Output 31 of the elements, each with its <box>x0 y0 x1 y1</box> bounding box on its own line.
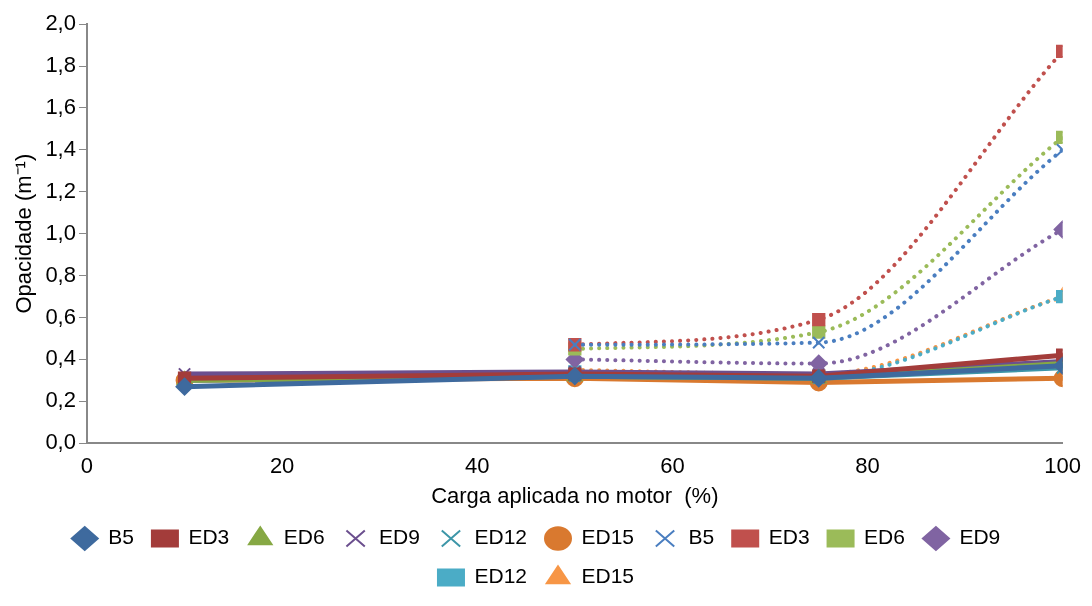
x-tick-label: 60 <box>660 453 685 479</box>
legend-label: ED6 <box>283 525 325 549</box>
legend-label: B5 <box>688 525 715 549</box>
legend-label: ED12 <box>474 564 527 588</box>
legend-label: ED9 <box>959 525 1001 549</box>
x-tick-label: 100 <box>1044 453 1082 479</box>
y-tick-label: 1,4 <box>45 135 76 161</box>
y-tick-label: 0,6 <box>45 303 76 329</box>
x-tick-label: 0 <box>80 453 94 479</box>
y-tick-label: 2,0 <box>45 10 76 36</box>
legend-label: ED3 <box>768 525 810 549</box>
y-tick-label: 1,6 <box>45 94 76 120</box>
y-axis-title: Opacidade (m⁻¹) <box>11 153 37 314</box>
y-tick-label: 0,2 <box>45 387 76 413</box>
x-tick-label: 20 <box>269 453 295 479</box>
y-tick-label: 1,8 <box>45 52 76 78</box>
legend-label: ED9 <box>379 525 420 549</box>
legend-label: ED12 <box>474 525 527 549</box>
y-tick-label: 0,4 <box>45 345 76 371</box>
x-tick-label: 80 <box>855 453 880 479</box>
legend-label: ED3 <box>188 525 230 549</box>
x-tick-label: 40 <box>465 453 490 479</box>
x-axis-title: Carga aplicada no motor (%) <box>431 482 719 508</box>
y-tick-label: 1,2 <box>45 177 76 203</box>
y-tick-label: 0,8 <box>45 261 76 287</box>
legend-label: B5 <box>108 525 134 549</box>
y-tick-label: 0,0 <box>45 429 76 455</box>
legend-label: ED15 <box>581 525 635 549</box>
y-tick-label: 1,0 <box>45 219 76 245</box>
legend-label: ED6 <box>864 525 905 549</box>
legend-label: ED15 <box>581 564 635 588</box>
